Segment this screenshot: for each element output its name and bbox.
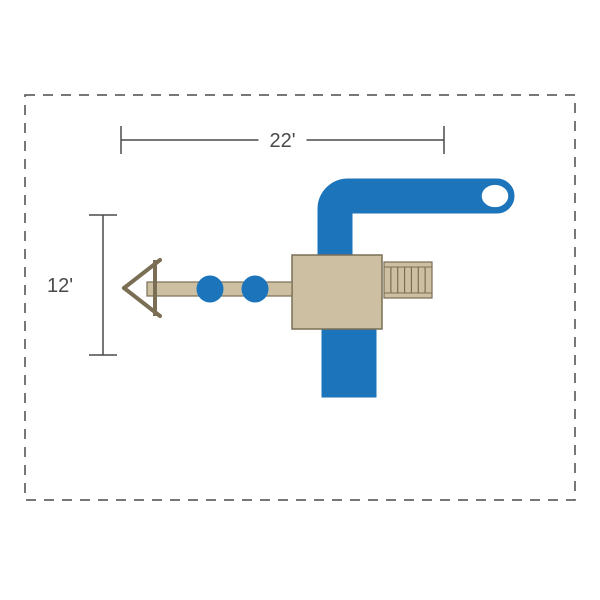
swing-seat <box>197 276 223 302</box>
tower-platform <box>292 255 382 329</box>
slide-flat <box>322 329 376 397</box>
dimension-width-label: 22' <box>269 130 295 152</box>
swing-seat <box>242 276 268 302</box>
dimension-height-label: 12' <box>47 275 73 297</box>
playset-structure <box>124 179 514 397</box>
slide-tube-opening <box>481 184 509 208</box>
playset-footprint-diagram: 22' 12' <box>0 0 600 600</box>
